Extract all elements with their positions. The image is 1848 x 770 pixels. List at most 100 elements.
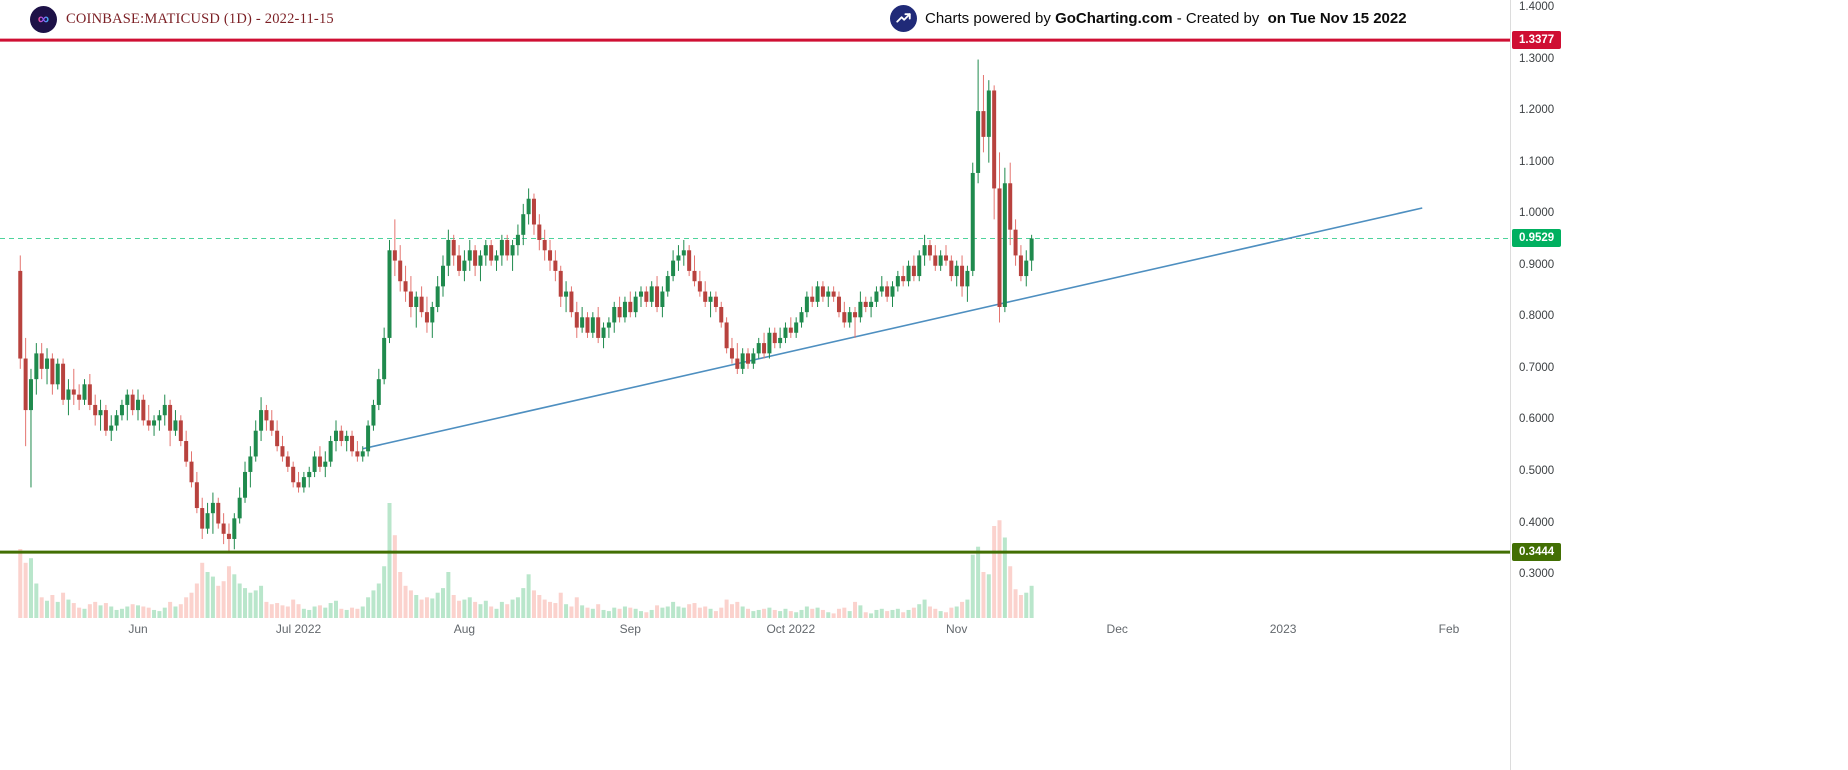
volume-bar — [232, 574, 237, 618]
candle-body — [152, 420, 157, 426]
volume-bar — [98, 605, 103, 618]
volume-bar — [906, 609, 911, 618]
volume-bar — [922, 599, 927, 618]
volume-bar — [644, 612, 649, 618]
candle-body — [478, 255, 483, 266]
candle-body — [200, 508, 205, 529]
candle-body — [328, 441, 333, 462]
candle-body — [451, 239, 456, 256]
candle-body — [965, 270, 970, 287]
volume-bar — [949, 607, 954, 618]
volume-bar — [965, 599, 970, 618]
candle-body — [510, 245, 515, 256]
volume-bar — [548, 601, 553, 618]
volume-bar — [510, 599, 515, 618]
volume-bar — [77, 607, 82, 618]
volume-bar — [371, 590, 376, 618]
trending-up-icon — [890, 5, 917, 32]
candle-body — [933, 255, 938, 266]
volume-bar — [39, 597, 44, 618]
volume-bar — [419, 599, 424, 618]
candle-body — [77, 394, 82, 400]
volume-bar — [810, 608, 815, 618]
volume-bar — [269, 604, 274, 618]
volume-bar — [590, 608, 595, 618]
volume-bar — [360, 606, 365, 618]
volume-bar — [1008, 566, 1013, 618]
candle-body — [585, 317, 590, 333]
watermark-date: on Tue Nov 15 2022 — [1263, 10, 1407, 27]
volume-bar — [927, 606, 932, 618]
volume-bar — [713, 611, 718, 618]
trendline-drawing[interactable] — [362, 207, 1423, 450]
candle-body — [703, 291, 708, 302]
candle-body — [740, 353, 745, 369]
candle-body — [590, 317, 595, 333]
volume-bar — [168, 601, 173, 618]
volume-bar — [911, 607, 916, 618]
symbol-title: COINBASE:MATICUSD (1D) - 2022-11-15 — [66, 11, 334, 27]
chart-plot-area[interactable]: ∞ COINBASE:MATICUSD (1D) - 2022-11-15 Ch… — [0, 0, 1510, 770]
candle-body — [810, 296, 815, 302]
volume-bar — [430, 598, 435, 618]
infinity-logo-glyph: ∞ — [37, 10, 50, 28]
candle-body — [419, 296, 424, 313]
volume-bar — [681, 607, 686, 618]
candle-body — [526, 198, 531, 215]
candle-body — [804, 296, 809, 313]
candle-body — [537, 224, 542, 240]
volume-bar — [858, 605, 863, 618]
candle-body — [125, 394, 130, 405]
candle-body — [360, 451, 365, 457]
volume-bar — [820, 609, 825, 618]
candle-body — [671, 260, 676, 277]
candle-body — [826, 291, 831, 297]
candle-body — [1002, 183, 1007, 307]
candle-body — [628, 301, 633, 313]
volume-bar — [350, 607, 355, 618]
candle-body — [724, 322, 729, 349]
candle-body — [997, 188, 1002, 307]
candle-body — [275, 430, 280, 447]
volume-bar — [93, 601, 98, 618]
volume-bar — [580, 605, 585, 618]
volume-bar — [146, 607, 151, 618]
volume-bar — [489, 606, 494, 618]
volume-bar — [847, 611, 852, 618]
candle-body — [499, 239, 504, 256]
candle-body — [922, 245, 927, 256]
candlestick-chart[interactable] — [0, 0, 1510, 770]
watermark: Charts powered by GoCharting.com - Creat… — [890, 5, 1407, 32]
volume-bar — [205, 572, 210, 618]
volume-bar — [221, 581, 226, 618]
volume-bar — [424, 597, 429, 618]
candle-body — [831, 291, 836, 297]
volume-bar — [87, 604, 92, 618]
candle-body — [660, 291, 665, 307]
volume-bar — [248, 592, 253, 618]
volume-bar — [772, 609, 777, 618]
volume-bar — [109, 606, 114, 618]
candle-body — [55, 363, 60, 385]
volume-bar — [18, 549, 23, 618]
candle-body — [772, 332, 777, 344]
candle-body — [130, 394, 135, 411]
volume-bar — [1002, 537, 1007, 618]
candle-body — [515, 234, 520, 246]
volume-bar — [467, 597, 472, 618]
candle-body — [986, 90, 991, 137]
price-axis[interactable]: 1.4000 1.3000 1.2000 1.1000 1.0000 0.9000 0.80… — [1510, 0, 1848, 770]
volume-bar — [285, 606, 290, 618]
candle-body — [692, 270, 697, 282]
volume-bar — [697, 607, 702, 618]
volume-bar — [960, 601, 965, 618]
volume-bar — [435, 592, 440, 618]
candle-body — [735, 358, 740, 369]
candle-body — [569, 291, 574, 313]
volume-bar — [323, 607, 328, 618]
candle-body — [1008, 183, 1013, 230]
candle-body — [697, 281, 702, 292]
candle-body — [751, 353, 756, 364]
volume-bar — [1029, 585, 1034, 618]
volume-bar — [114, 609, 119, 618]
